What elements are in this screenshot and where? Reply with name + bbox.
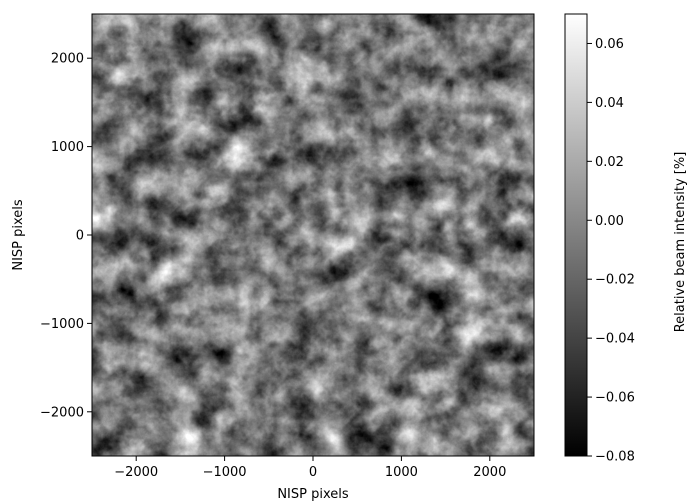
y-tick-label: −1000 <box>40 317 84 332</box>
x-tick-label: 1000 <box>385 465 418 480</box>
colorbar: −0.08 −0.06 −0.04 −0.02 0.00 0.02 0.04 0.06 <box>564 13 635 465</box>
colorbar-tick-label: −0.06 <box>595 391 635 406</box>
colorbar-title: Relative beam intensity [%] <box>673 152 688 333</box>
colorbar-tick-label: −0.02 <box>595 273 635 288</box>
y-tick-label: −2000 <box>40 405 84 420</box>
y-tick-label: 1000 <box>51 140 84 155</box>
colorbar-tick-label: −0.08 <box>595 450 635 465</box>
colorbar-tick-label: 0.02 <box>595 155 624 170</box>
x-tick-label: −1000 <box>203 465 247 480</box>
colorbar-gradient <box>565 14 587 456</box>
heatmap-image <box>92 14 534 456</box>
colorbar-frame <box>564 13 588 457</box>
x-axis-title: NISP pixels <box>277 487 349 502</box>
colorbar-tick-label: 0.00 <box>595 214 624 229</box>
x-axis: −2000 −1000 0 1000 2000 <box>114 456 506 480</box>
y-axis-title: NISP pixels <box>11 199 26 271</box>
colorbar-tick-label: 0.04 <box>595 96 624 111</box>
heatmap-plot-area <box>91 13 535 457</box>
colorbar-ticks: −0.08 −0.06 −0.04 −0.02 0.00 0.02 0.04 0.06 <box>587 37 635 465</box>
y-tick-label: 2000 <box>51 52 84 67</box>
y-tick-label: 0 <box>76 229 84 244</box>
x-tick-label: 2000 <box>473 465 506 480</box>
colorbar-tick-label: 0.06 <box>595 37 624 52</box>
y-axis: −2000 −1000 0 1000 2000 <box>40 52 92 420</box>
colorbar-tick-label: −0.04 <box>595 332 635 347</box>
x-tick-label: −2000 <box>114 465 158 480</box>
x-tick-label: 0 <box>309 465 317 480</box>
